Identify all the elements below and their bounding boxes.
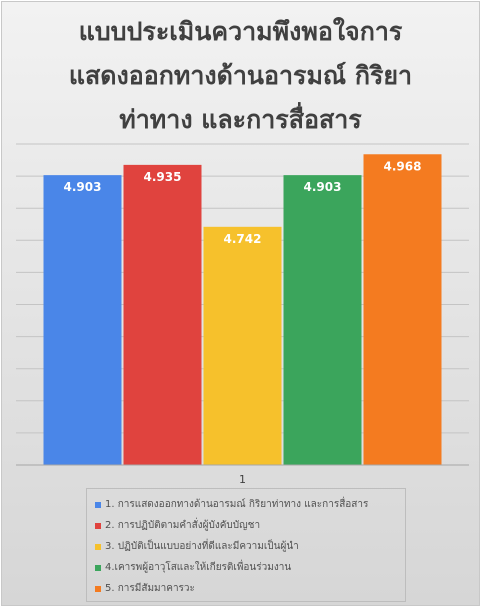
legend-item-1: 1. การแสดงออกทางด้านอารมณ์ กิริยาท่าทาง … <box>95 494 399 515</box>
legend-swatch-1 <box>95 501 101 508</box>
legend-label-3: 3. ปฏิบัติเป็นแบบอย่างที่ดีและมีความเป็น… <box>105 541 299 552</box>
x-tick-label-1: 1 <box>239 473 246 486</box>
data-label-3: 4.742 <box>224 232 262 246</box>
legend-swatch-5 <box>95 585 101 592</box>
chart-legend: 1. การแสดงออกทางด้านอารมณ์ กิริยาท่าทาง … <box>86 488 406 602</box>
data-label-1: 4.903 <box>64 180 102 194</box>
chart-title-line-1: แบบประเมินความพึงพอใจการ <box>78 17 403 46</box>
legend-item-3: 3. ปฏิบัติเป็นแบบอย่างที่ดีและมีความเป็น… <box>95 536 399 557</box>
legend-label-1: 1. การแสดงออกทางด้านอารมณ์ กิริยาท่าทาง … <box>105 499 369 510</box>
data-label-2: 4.935 <box>144 170 182 184</box>
chart-title: แบบประเมินความพึงพอใจการ แสดงออกทางด้านอ… <box>2 10 479 142</box>
legend-swatch-4 <box>95 564 101 571</box>
legend-item-4: 4.เคารพผู้อาวุโสและให้เกียรติเพื่อนร่วมง… <box>95 557 399 578</box>
legend-swatch-2 <box>95 522 101 529</box>
legend-item-2: 2. การปฏิบัติตามคำสั่งผู้บังคับบัญชา <box>95 515 399 536</box>
chart-title-line-2: แสดงออกทางด้านอารมณ์ กิริยา <box>68 61 413 90</box>
data-label-5: 4.968 <box>384 159 422 173</box>
bar-2 <box>123 164 202 466</box>
legend-label-2: 2. การปฏิบัติตามคำสั่งผู้บังคับบัญชา <box>105 520 261 531</box>
bar-3 <box>203 226 282 465</box>
bar-1 <box>43 175 122 465</box>
legend-label-4: 4.เคารพผู้อาวุโสและให้เกียรติเพื่อนร่วมง… <box>105 562 292 573</box>
legend-label-5: 5. การมีสัมมาคารวะ <box>105 583 195 594</box>
legend-swatch-3 <box>95 543 101 550</box>
bar-5 <box>363 154 442 465</box>
data-label-4: 4.903 <box>304 180 342 194</box>
bar-4 <box>283 175 362 465</box>
chart-title-line-3: ท่าทาง และการสื่อสาร <box>119 105 362 134</box>
legend-item-5: 5. การมีสัมมาคารวะ <box>95 578 399 599</box>
